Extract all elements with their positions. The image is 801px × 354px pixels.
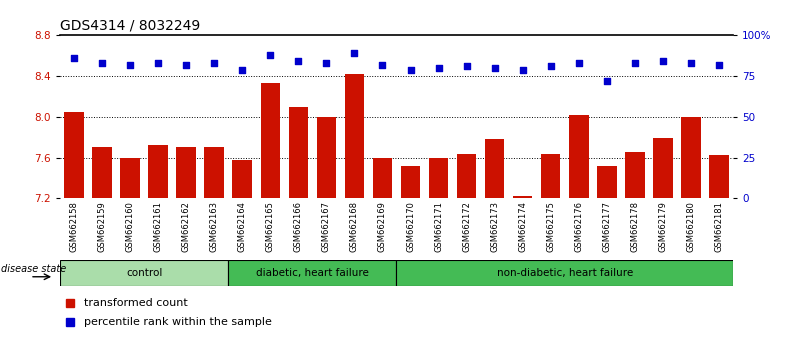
Bar <box>288 107 308 198</box>
Text: diabetic, heart failure: diabetic, heart failure <box>256 268 368 278</box>
Text: transformed count: transformed count <box>83 298 187 308</box>
Bar <box>681 117 701 198</box>
Point <box>151 60 165 66</box>
Point <box>657 59 670 64</box>
Point <box>460 63 473 69</box>
Bar <box>260 83 280 198</box>
Point <box>601 78 614 84</box>
Bar <box>597 166 617 198</box>
Bar <box>457 154 477 198</box>
Bar <box>232 160 252 198</box>
Bar <box>513 196 533 198</box>
Bar <box>485 139 505 198</box>
Bar <box>316 117 336 198</box>
Point <box>545 63 557 69</box>
Bar <box>60 260 228 286</box>
Bar <box>396 260 733 286</box>
Bar <box>625 153 645 198</box>
Point <box>264 52 277 58</box>
Bar <box>228 260 396 286</box>
Point <box>433 65 445 71</box>
Point <box>123 62 136 68</box>
Bar <box>344 74 364 198</box>
Text: percentile rank within the sample: percentile rank within the sample <box>83 317 272 327</box>
Bar <box>709 155 729 198</box>
Bar <box>120 158 140 198</box>
Bar <box>148 145 168 198</box>
Point <box>179 62 193 68</box>
Bar <box>400 166 421 198</box>
Bar <box>372 158 392 198</box>
Bar <box>569 115 589 198</box>
Point <box>713 62 726 68</box>
Text: control: control <box>126 268 163 278</box>
Point <box>684 60 697 66</box>
Bar <box>92 147 112 198</box>
Text: GDS4314 / 8032249: GDS4314 / 8032249 <box>60 19 200 33</box>
Bar <box>176 147 196 198</box>
Point <box>348 51 360 56</box>
Point <box>376 62 389 68</box>
Point <box>67 55 80 61</box>
Point <box>208 60 221 66</box>
Point <box>517 67 529 73</box>
Point <box>572 60 585 66</box>
Bar <box>429 158 449 198</box>
Point <box>628 60 641 66</box>
Text: non-diabetic, heart failure: non-diabetic, heart failure <box>497 268 633 278</box>
Bar <box>541 154 561 198</box>
Point <box>235 67 248 73</box>
Bar <box>204 147 224 198</box>
Bar <box>64 112 84 198</box>
Point <box>405 67 417 73</box>
Point <box>488 65 501 71</box>
Point <box>320 60 333 66</box>
Point <box>292 59 304 64</box>
Text: disease state: disease state <box>2 264 66 274</box>
Bar <box>653 138 673 198</box>
Point <box>96 60 109 66</box>
